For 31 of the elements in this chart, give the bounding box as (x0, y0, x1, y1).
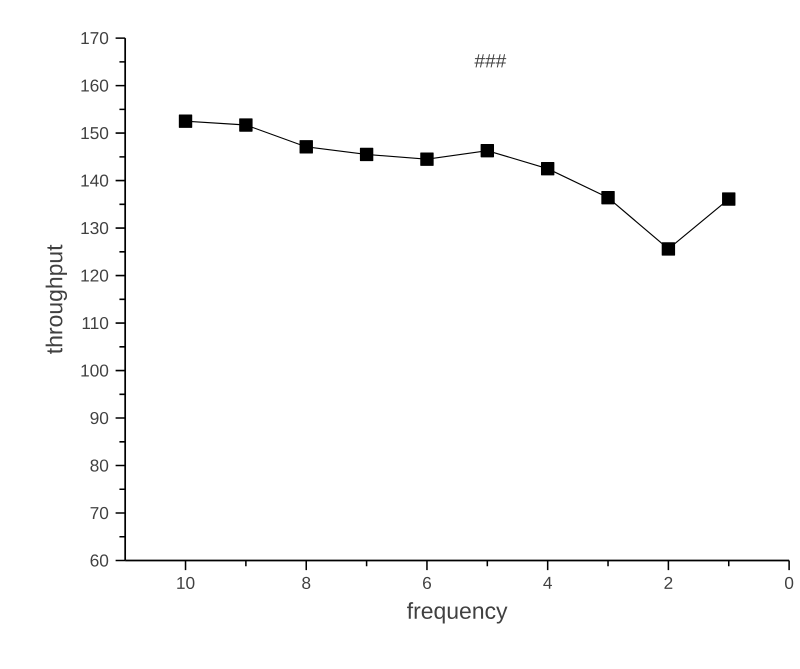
y-tick-label: 70 (90, 506, 108, 519)
point (360, 148, 374, 161)
point (300, 140, 313, 154)
y-tick-label: 90 (90, 412, 108, 424)
point (420, 152, 434, 166)
point (722, 192, 736, 206)
y-axis-title: throughput (46, 244, 67, 354)
y-tick-label: 80 (90, 459, 108, 472)
point (540, 162, 554, 176)
text: ### (474, 54, 506, 68)
x-tick-label: 6 (423, 576, 431, 589)
x-tick-label: 4 (543, 576, 552, 589)
x-tick-label: 0 (784, 576, 794, 589)
y-tick-label: 110 (82, 316, 108, 329)
x-tick-label: 8 (302, 576, 310, 589)
point (601, 190, 615, 204)
point (480, 144, 494, 158)
point (178, 114, 192, 128)
y-tick-label: 160 (81, 79, 108, 92)
point (662, 242, 676, 256)
y-tick-label: 60 (90, 554, 108, 566)
y-tick-label: 130 (81, 222, 108, 234)
x-tick-label: 2 (664, 576, 672, 589)
point (239, 118, 253, 132)
y-tick-label: 120 (81, 269, 108, 282)
y-tick-label: 100 (81, 364, 108, 376)
x-tick-label: 10 (177, 576, 194, 589)
y-tick-label: 150 (81, 126, 108, 139)
y-tick-label: 140 (81, 174, 108, 186)
y-tick-label: 170 (81, 32, 108, 44)
x-axis-title: frequency (407, 602, 508, 624)
